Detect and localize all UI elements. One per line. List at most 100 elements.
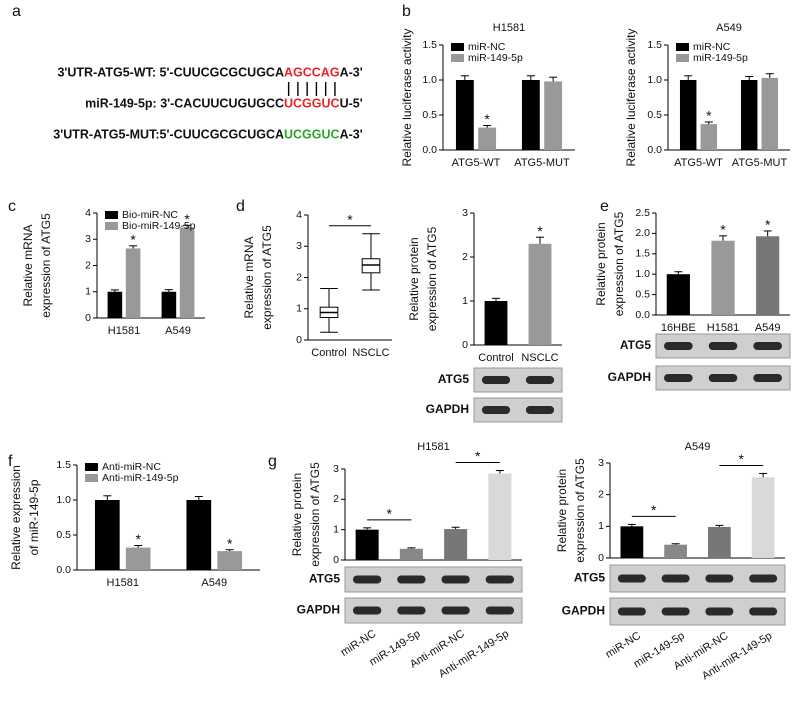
bar — [666, 274, 690, 315]
bar — [444, 529, 468, 560]
y-tick-label: 3 — [598, 457, 604, 469]
y-axis-label: Relative luciferase activity — [624, 28, 638, 166]
blot-label: GAPDH — [608, 370, 651, 384]
sequence-label: 3'UTR-ATG5-WT: 5'-CUUCGCGCUGCA — [57, 65, 284, 79]
y-tick-label: 0.5 — [56, 529, 71, 541]
legend-label: Anti-miR-NC — [102, 461, 161, 473]
y-axis-label: Relative mRNA — [242, 236, 256, 318]
significance: * — [387, 506, 393, 522]
blot-band — [397, 575, 426, 584]
y-tick-label: 1.0 — [422, 74, 437, 86]
y-tick-label: 0.5 — [635, 288, 650, 300]
significance: * — [651, 502, 657, 518]
legend-swatch — [451, 43, 464, 51]
y-tick-label: 1 — [333, 523, 339, 535]
chart-title: A549 — [716, 22, 742, 34]
legend-swatch — [105, 222, 118, 230]
legend-label: miR-NC — [693, 41, 731, 53]
y-tick-label: 3 — [333, 463, 339, 475]
blot-band — [485, 575, 515, 584]
y-tick-label: 1.5 — [422, 39, 437, 51]
bar — [107, 291, 123, 318]
significance: * — [347, 211, 353, 227]
panel-label: c — [8, 198, 16, 215]
sequence-end: A-3' — [340, 127, 363, 141]
bar — [620, 526, 644, 558]
bar — [125, 248, 141, 318]
panel-label: e — [600, 198, 609, 215]
x-tick-label: NSCLC — [352, 347, 389, 359]
box — [361, 258, 381, 274]
x-tick-label: H1581 — [707, 322, 739, 334]
y-tick-label: 2 — [333, 493, 339, 505]
legend-swatch — [85, 474, 98, 482]
blot-band — [661, 607, 690, 616]
panel-label: d — [236, 198, 245, 215]
sequence-site: AGCCAG — [284, 65, 340, 79]
chart-title: H1581 — [493, 22, 525, 34]
x-tick-label: ATG5-WT — [674, 157, 723, 169]
y-axis-label: Relative protein — [407, 237, 421, 320]
y-axis-label: expression of ATG5 — [308, 462, 322, 567]
blot-band — [481, 376, 511, 384]
y-tick-label: 0 — [296, 334, 302, 346]
y-tick-label: 1.5 — [635, 248, 650, 260]
legend-label: Anti-miR-149-5p — [102, 472, 179, 484]
y-tick-label: 2.0 — [635, 227, 650, 239]
y-tick-label: 2 — [85, 259, 91, 271]
significance: * — [135, 531, 141, 547]
y-tick-label: 2 — [462, 251, 468, 263]
blot-band — [661, 574, 690, 583]
y-axis-label: Relative protein — [594, 222, 608, 305]
legend-swatch — [676, 43, 689, 51]
legend-swatch — [105, 211, 118, 219]
x-tick-label: 16HBE — [661, 322, 696, 334]
y-tick-label: 0 — [598, 552, 604, 564]
blot-band — [441, 606, 470, 615]
x-tick-label: Control — [311, 347, 346, 359]
x-tick-label: ATG5-MUT — [514, 157, 570, 169]
y-axis-label: Relative luciferase activity — [400, 28, 414, 166]
y-tick-label: 0.0 — [56, 564, 71, 576]
legend-swatch — [451, 54, 464, 62]
blot-band — [749, 607, 778, 616]
y-axis-label: Relative expression — [9, 465, 23, 570]
y-tick-label: 3 — [85, 233, 91, 245]
bar — [355, 529, 379, 560]
blot-band — [705, 574, 734, 583]
chart-title: A549 — [685, 441, 711, 453]
blot-band — [525, 376, 555, 384]
panel-label: b — [402, 3, 411, 20]
sequence-label: 3'UTR-ATG5-MUT:5'-CUUCGCGCUGCA — [53, 127, 284, 141]
bar — [528, 243, 552, 345]
bar — [125, 547, 151, 570]
blot-band — [708, 342, 738, 350]
blot-label: ATG5 — [620, 338, 651, 352]
legend-swatch — [676, 54, 689, 62]
bar — [679, 80, 697, 150]
y-axis-label: expression of ATG5 — [260, 225, 274, 330]
blot-band — [485, 606, 515, 615]
x-tick-label: ATG5-WT — [452, 157, 501, 169]
blot-band — [525, 406, 555, 414]
y-tick-label: 1 — [296, 303, 302, 315]
significance: * — [765, 217, 771, 233]
significance: * — [475, 448, 481, 464]
blot-band — [664, 342, 693, 350]
bar — [700, 124, 718, 150]
bar — [399, 548, 423, 560]
blot-band — [708, 374, 738, 382]
sequence-site: UCGGUC — [284, 96, 340, 110]
blot-band — [481, 406, 511, 414]
sequence-label: miR-149-5p: 3'-CACUUCUGUGCC — [85, 96, 284, 110]
blot-label: ATG5 — [309, 572, 340, 586]
y-axis-label: Relative mRNA — [21, 224, 35, 306]
bar — [186, 500, 212, 570]
y-tick-label: 1.0 — [635, 268, 650, 280]
bar — [179, 227, 195, 318]
legend-swatch — [85, 463, 98, 471]
y-tick-label: 2 — [598, 488, 604, 500]
bar — [161, 291, 177, 318]
sequence-site: UCGGUC — [284, 127, 340, 141]
